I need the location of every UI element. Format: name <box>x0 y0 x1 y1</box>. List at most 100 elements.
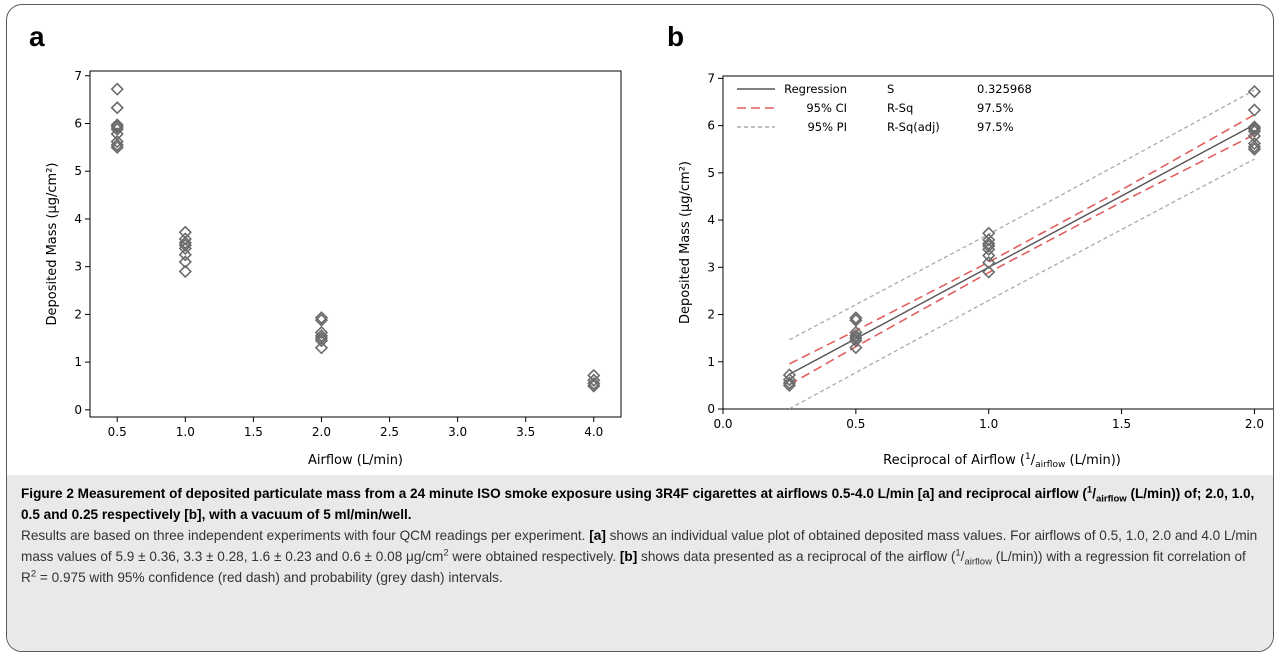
caption-title-part2: (L/min)) of; 2.0, 1.0, 0.5 and 0.25 resp… <box>21 486 1255 522</box>
caption-sup2: 2 <box>443 547 449 559</box>
b-point-1 <box>782 373 797 387</box>
figure-frame: a b 0.5 1.0 1.5 2.0 2.5 3.0 3.5 4.0 0 1 2 3 4 5 6 7 Depo… <box>6 4 1274 652</box>
a-point-1 <box>110 101 124 115</box>
b-legend-stat-name-2: R-Sq(adj) <box>887 120 940 134</box>
chart-a: 0.5 1.0 1.5 2.0 2.5 3.0 3.5 4.0 0 1 2 3 4 5 6 7 Deposite… <box>45 69 622 468</box>
b-y-tick-label: 3 <box>707 260 715 274</box>
b-point-20 <box>1247 103 1262 117</box>
a-point-9 <box>178 225 192 239</box>
a-x-tick-label: 1.0 <box>176 425 195 439</box>
b-legend-stat-value-0: 0.325968 <box>977 82 1032 96</box>
a-y-tick-label: 0 <box>74 403 82 417</box>
b-point-4 <box>849 311 863 325</box>
a-points <box>110 82 601 393</box>
caption-title: Figure 2 Measurement of deposited partic… <box>21 483 1261 525</box>
a-point-23 <box>314 341 329 355</box>
b-y-tick-label: 7 <box>707 71 715 85</box>
b-x-tick-label: 0.0 <box>713 417 732 431</box>
panel-a-letter: a <box>29 21 45 52</box>
b-x-tick-label: 1.0 <box>979 417 998 431</box>
b-pi-lower-line <box>789 158 1255 410</box>
a-point-22 <box>314 334 329 348</box>
a-x-tick-label: 4.0 <box>584 425 603 439</box>
caption-line1: Results are based on three independent e… <box>21 528 586 543</box>
b-points <box>782 84 1262 393</box>
b-x-label-sub: airflow <box>1035 460 1065 470</box>
b-legend: Regression S 0.325968 95% CI R-Sq 97.5% 95% PI… <box>737 82 1032 134</box>
b-legend-stat-value-2: 97.5% <box>977 120 1014 134</box>
a-y-axis-label: Deposited Mass (μg/cm²) <box>45 162 60 325</box>
a-x-axis-label: Airflow (L/min) <box>308 453 403 468</box>
b-point-10 <box>849 340 863 355</box>
b-x-label-sup: 1 <box>1025 452 1031 462</box>
b-y-tick-label: 1 <box>707 355 715 369</box>
caption-line3a: shows data presented as a reciprocal of … <box>637 549 956 564</box>
a-point-7 <box>110 138 124 152</box>
a-point-10 <box>178 232 192 246</box>
b-point-25 <box>1247 136 1262 151</box>
caption-title-part1: Figure 2 Measurement of deposited partic… <box>21 486 1087 501</box>
chart-b: 0.0 0.5 1.0 1.5 2.0 0 1 2 3 4 5 6 7 Deposited Mass (μ… <box>678 71 1273 470</box>
a-point-13 <box>178 241 192 256</box>
a-point-16 <box>178 264 192 279</box>
a-point-3 <box>110 120 124 134</box>
a-x-tick-label: 2.0 <box>312 425 331 439</box>
a-point-6 <box>110 135 124 149</box>
b-legend-label-1: 95% CI <box>806 101 847 115</box>
b-pi-upper-line <box>789 89 1255 341</box>
b-point-17 <box>982 255 996 270</box>
b-point-8 <box>849 331 863 345</box>
b-point-5 <box>849 313 863 327</box>
b-plot-frame <box>722 75 1273 410</box>
a-plot-frame <box>89 70 622 418</box>
b-point-27 <box>1247 142 1262 156</box>
a-x-tick-label: 1.5 <box>244 425 263 439</box>
a-y-tick-label: 5 <box>74 164 82 178</box>
b-point-2 <box>782 376 797 390</box>
b-legend-label-2: 95% PI <box>807 120 847 134</box>
b-point-26 <box>1247 140 1262 154</box>
b-point-18 <box>982 265 996 279</box>
b-y-tick-label: 6 <box>707 119 715 133</box>
caption-title-sup: 1 <box>1086 484 1093 496</box>
b-y-tick-label: 4 <box>707 213 715 227</box>
b-x-label-slash: / <box>1031 453 1036 468</box>
a-point-0 <box>110 82 124 96</box>
caption-line3c: = 0.975 with <box>36 570 114 585</box>
a-y-tick-label: 4 <box>74 212 82 226</box>
b-x-tick-label: 1.5 <box>1112 417 1131 431</box>
a-point-26 <box>587 376 601 391</box>
a-point-17 <box>314 311 329 325</box>
b-x-label-part1: Reciprocal of Airflow ( <box>883 453 1025 468</box>
a-x-tick-label: 2.5 <box>380 425 399 439</box>
caption-line3b: (L/min)) with a regression fit correlati… <box>21 549 1246 585</box>
a-point-14 <box>178 248 192 262</box>
a-x-tick-label: 3.5 <box>516 425 535 439</box>
caption-b-ref: [b] <box>619 549 638 564</box>
caption-title-sub: airflow <box>1096 493 1127 505</box>
b-x-axis-label: Reciprocal of Airflow (1/airflow (L/min)… <box>883 452 1121 470</box>
b-y-axis-label: Deposited Mass (μg/cm²) <box>678 161 693 324</box>
caption-a-ref: [a] <box>589 528 606 543</box>
a-x-tick-label: 0.5 <box>108 425 127 439</box>
a-y-tick-label: 6 <box>74 116 82 130</box>
caption-body: Results are based on three independent e… <box>21 525 1261 588</box>
a-point-19 <box>314 325 329 340</box>
a-y-tick-label: 2 <box>74 307 82 321</box>
a-point-27 <box>587 379 601 393</box>
b-x-tick-label: 0.5 <box>846 417 865 431</box>
a-point-15 <box>178 255 192 269</box>
caption-r2: 2 <box>30 568 37 580</box>
b-point-12 <box>982 233 996 247</box>
figure-caption: Figure 2 Measurement of deposited partic… <box>7 475 1273 651</box>
b-point-9 <box>849 333 863 348</box>
b-point-16 <box>982 248 996 263</box>
caption-line3-slash: / <box>960 549 965 564</box>
b-point-22 <box>1247 122 1262 136</box>
b-y-tick-label: 0 <box>707 402 715 416</box>
a-y-tick-label: 7 <box>74 69 82 83</box>
a-point-25 <box>587 373 601 387</box>
caption-line3-sup: 1 <box>955 547 961 559</box>
a-x-tick-label: 3.0 <box>448 425 467 439</box>
a-point-21 <box>314 331 329 345</box>
